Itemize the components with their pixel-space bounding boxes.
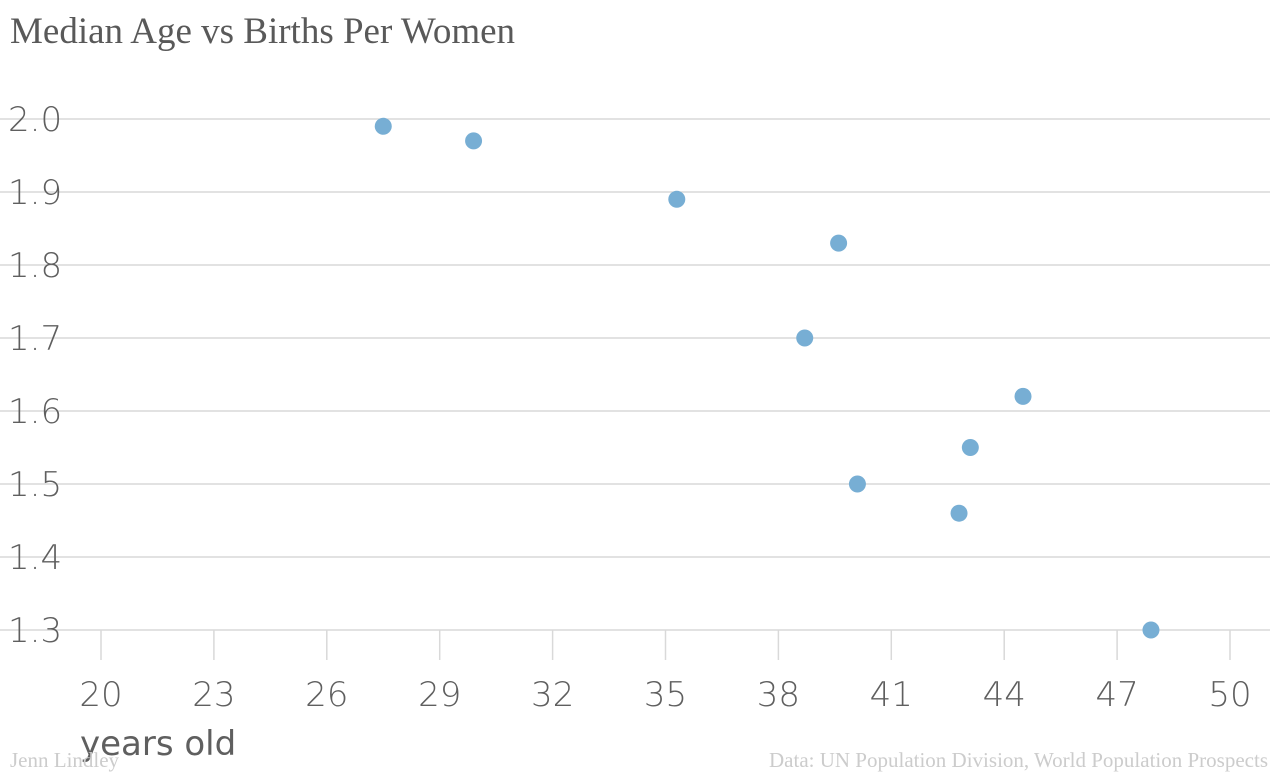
- data-point-9[interactable]: [950, 504, 968, 522]
- x-axis-ticks: [100, 630, 1231, 660]
- data-point-5[interactable]: [796, 329, 814, 347]
- x-axis-title: years old: [80, 724, 237, 764]
- data-point-6[interactable]: [1014, 387, 1032, 405]
- x-tick-label-47: 47: [1095, 675, 1138, 715]
- y-tick-label-1.5: 1.5: [8, 465, 62, 505]
- y-tick-label-2.0: 2.0: [8, 100, 62, 140]
- y-tick-label-1.7: 1.7: [8, 319, 62, 359]
- y-tick-label-1.3: 1.3: [8, 611, 62, 651]
- data-point-4[interactable]: [830, 234, 848, 252]
- x-tick-label-29: 29: [418, 675, 461, 715]
- data-point-7[interactable]: [961, 439, 979, 456]
- x-tick-label-32: 32: [531, 675, 574, 715]
- y-tick-label-1.9: 1.9: [8, 173, 62, 213]
- x-axis-labels: 20 23 26 29 32 35 38 41 44 47 50: [79, 675, 1251, 715]
- data-point-3[interactable]: [668, 190, 686, 208]
- x-tick-label-23: 23: [192, 675, 235, 715]
- y-axis-labels: 2.0 1.9 1.8 1.7 1.6 1.5 1.4 1.3: [8, 100, 62, 651]
- x-tick-label-26: 26: [305, 675, 348, 715]
- x-tick-label-20: 20: [79, 675, 122, 715]
- x-tick-label-35: 35: [644, 675, 687, 715]
- author-credit: Jenn Lindley: [10, 748, 120, 772]
- chart-title: Median Age vs Births Per Women: [10, 11, 516, 52]
- x-tick-label-41: 41: [870, 675, 913, 715]
- data-point-1[interactable]: [374, 117, 392, 135]
- grid-lines: [0, 118, 1270, 631]
- data-source: Data: UN Population Division, World Popu…: [769, 748, 1268, 772]
- x-tick-label-38: 38: [757, 675, 800, 715]
- data-points: [374, 117, 1160, 639]
- y-tick-label-1.4: 1.4: [8, 538, 62, 578]
- y-tick-label-1.6: 1.6: [8, 392, 62, 432]
- data-point-10[interactable]: [1142, 621, 1160, 639]
- x-tick-label-44: 44: [983, 675, 1026, 715]
- y-tick-label-1.8: 1.8: [8, 246, 62, 286]
- data-point-8[interactable]: [848, 475, 866, 493]
- x-tick-label-50: 50: [1208, 675, 1251, 715]
- data-point-2[interactable]: [465, 132, 483, 150]
